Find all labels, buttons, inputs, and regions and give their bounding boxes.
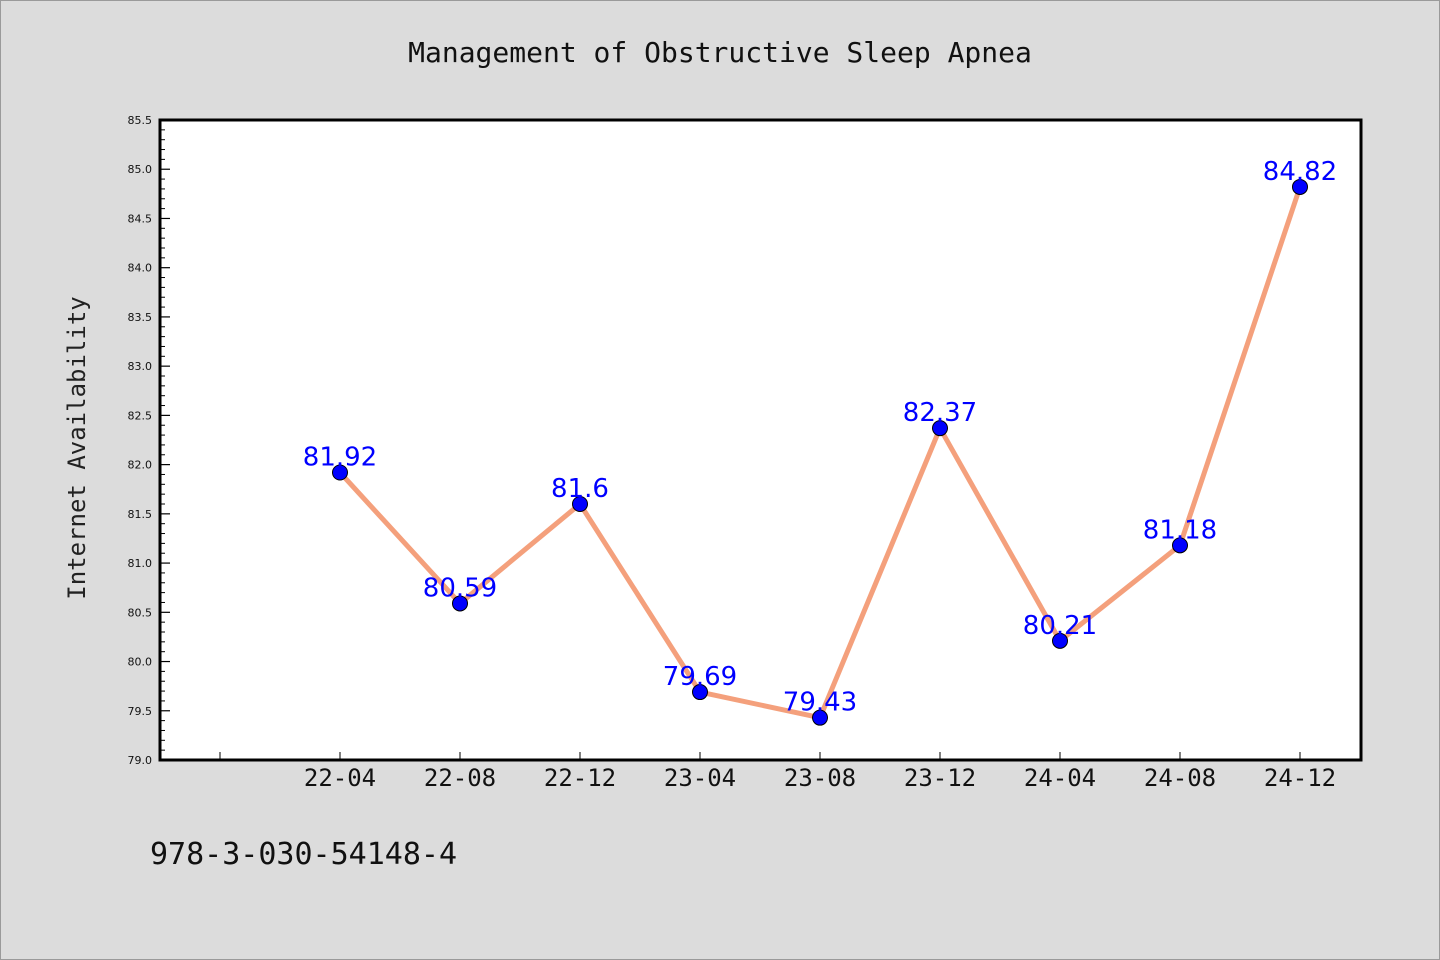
data-point-marker [1292, 178, 1308, 195]
data-label: 81.18 [1143, 515, 1217, 545]
x-tick-label: 22-08 [424, 764, 496, 792]
data-label: 84.82 [1263, 157, 1337, 187]
data-label: 81.92 [303, 442, 377, 472]
data-label: 82.37 [903, 398, 977, 428]
y-tick-label: 81.0 [128, 557, 153, 570]
data-point-marker [332, 464, 348, 481]
y-tick-label: 82.5 [128, 409, 153, 422]
data-label: 79.69 [663, 662, 737, 692]
y-tick-label: 85.0 [128, 163, 153, 176]
x-tick-label: 23-12 [904, 764, 976, 792]
data-point-marker [572, 496, 588, 512]
x-axis: 22-04 22-08 22-12 23-04 23-08 23-12 24-04 24-08… [219, 752, 1336, 792]
data-label: 80.21 [1023, 611, 1097, 641]
y-tick-label: 81.5 [128, 508, 153, 521]
data-point-marker [812, 709, 828, 726]
x-tick-label: 24-08 [1144, 764, 1216, 792]
markers-group [332, 178, 1308, 726]
data-point-marker [1052, 632, 1068, 649]
y-axis-label: Internet Availability [63, 296, 91, 599]
y-tick-label: 80.0 [128, 656, 153, 669]
isbn-text: 978-3-030-54148-4 [150, 837, 457, 872]
y-tick-label: 84.5 [128, 212, 153, 225]
y-tick-label: 82.0 [128, 459, 153, 472]
y-tick-label: 84.0 [128, 262, 153, 275]
y-tick-label: 80.5 [128, 606, 153, 619]
data-label: 79.43 [783, 688, 857, 718]
chart-title: Management of Obstructive Sleep Apnea [408, 36, 1032, 69]
plot-area [158, 118, 1363, 762]
x-tick-label: 23-04 [664, 764, 736, 792]
y-tick-label: 83.5 [128, 311, 153, 324]
x-tick-label: 23-08 [784, 764, 856, 792]
x-tick-label: 24-04 [1024, 764, 1096, 792]
data-label: 81.6 [551, 474, 609, 504]
data-label: 80.59 [423, 573, 497, 603]
x-tick-label: 22-12 [544, 764, 616, 792]
y-tick-label: 79.5 [128, 705, 153, 718]
data-point-marker [932, 420, 948, 437]
data-point-marker [692, 684, 708, 701]
data-point-marker [1172, 537, 1188, 554]
x-tick-label: 22-04 [304, 764, 376, 792]
y-tick-label: 85.5 [128, 114, 153, 127]
x-tick-label: 24-12 [1264, 764, 1336, 792]
data-labels-group: 81.92 80.59 81.6 79.69 79.43 82.37 80.21 81.18 8… [303, 157, 1337, 718]
y-tick-label: 79.0 [128, 754, 153, 767]
y-tick-label: 83.0 [128, 360, 153, 373]
data-point-marker [452, 595, 468, 612]
y-axis: 79.0 79.5 80.0 80.5 81.0 81.5 82.0 82.5 83.0 83.5… [128, 114, 170, 767]
